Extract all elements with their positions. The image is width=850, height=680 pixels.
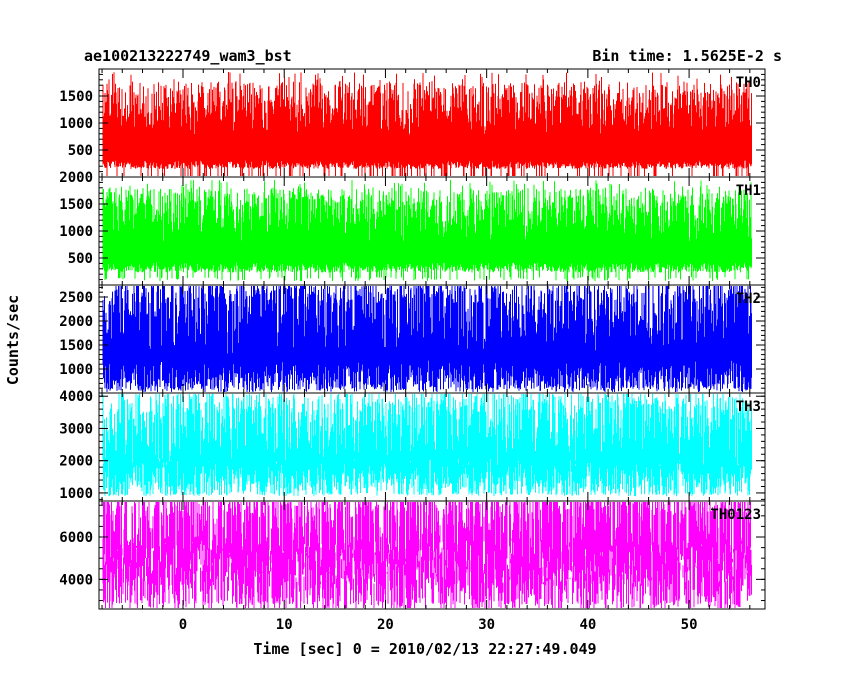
data-layer xyxy=(102,72,752,608)
y-tick-label: 3000 xyxy=(59,421,93,437)
panel-th2: 1000 1500 2000 2500 TH2 xyxy=(59,284,766,394)
x-tick-label: 20 xyxy=(377,617,394,633)
y-tick-label: 1000 xyxy=(59,486,93,502)
x-tick-label: 10 xyxy=(276,617,293,633)
axes-layer: 50010001500TH0500100015002000TH110001500… xyxy=(59,68,766,633)
x-tick-label: 0 xyxy=(179,617,187,633)
y-tick-label: 2000 xyxy=(59,454,93,470)
panel-th0: 500 1000 1500 TH0 xyxy=(59,68,766,178)
panel-frame xyxy=(98,500,766,610)
y-tick-label: 4000 xyxy=(59,572,93,588)
y-tick-label: 1000 xyxy=(59,362,93,378)
chart-header-left: ae100213222749_wam3_bst xyxy=(84,47,292,65)
x-axis-title: Time [sec] 0 = 2010/02/13 22:27:49.049 xyxy=(253,640,596,658)
x-tick-label: 50 xyxy=(681,617,698,633)
x-tick-label: 40 xyxy=(579,617,596,633)
panel-th1: 500 1000 1500 2000 TH1 xyxy=(59,170,766,286)
y-tick-label: 4000 xyxy=(59,389,93,405)
panel-label: TH3 xyxy=(736,399,761,415)
panel-th3: 1000 2000 3000 4000 TH3 xyxy=(59,389,766,502)
y-tick-label: 2000 xyxy=(59,170,93,186)
series-th1 xyxy=(102,180,752,282)
series-th3 xyxy=(102,394,752,497)
y-tick-label: 1500 xyxy=(59,89,93,105)
y-tick-label: 2500 xyxy=(59,290,93,306)
y-axis-title: Counts/sec xyxy=(4,295,22,385)
panel-label: TH2 xyxy=(736,291,761,307)
y-tick-label: 1500 xyxy=(59,197,93,213)
y-tick-label: 1000 xyxy=(59,116,93,132)
panel-label: TH1 xyxy=(736,183,761,199)
y-tick-label: 1500 xyxy=(59,338,93,354)
series-th2 xyxy=(102,286,752,392)
panel-label: TH0 xyxy=(736,75,761,91)
panel-label: TH0123 xyxy=(710,507,761,523)
y-tick-label: 500 xyxy=(68,251,93,267)
y-tick-label: 1000 xyxy=(59,224,93,240)
x-tick-label: 30 xyxy=(478,617,495,633)
series-th0 xyxy=(102,72,752,176)
panel-th0123: 4000 6000 TH0123 xyxy=(59,500,766,610)
series-th0123 xyxy=(102,502,752,608)
y-tick-label: 6000 xyxy=(59,530,93,546)
y-tick-label: 2000 xyxy=(59,314,93,330)
chart-header-right: Bin time: 1.5625E-2 s xyxy=(592,47,782,65)
y-tick-label: 500 xyxy=(68,143,93,159)
